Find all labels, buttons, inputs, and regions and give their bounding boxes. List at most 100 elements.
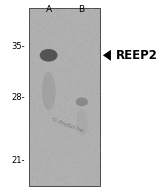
Point <box>74 142 77 145</box>
Point <box>39 108 42 111</box>
Point <box>45 74 48 77</box>
Point <box>29 151 32 154</box>
Point <box>81 174 84 177</box>
Point <box>82 59 85 62</box>
Point <box>74 156 76 159</box>
Point <box>67 56 70 59</box>
Point <box>78 129 81 132</box>
Point <box>82 56 85 59</box>
Point <box>84 173 86 176</box>
Point <box>72 35 75 38</box>
Point <box>39 80 41 83</box>
Point <box>79 29 82 32</box>
Point <box>68 67 71 70</box>
Point <box>29 16 32 19</box>
Point <box>82 102 85 105</box>
Point <box>48 67 51 70</box>
Point <box>72 139 75 143</box>
Point <box>30 94 32 97</box>
Point <box>98 123 101 126</box>
Point <box>42 41 45 44</box>
Point <box>53 142 56 145</box>
Point <box>61 133 64 136</box>
Point <box>87 88 90 91</box>
Point <box>55 169 58 172</box>
Point <box>43 177 46 180</box>
Point <box>77 75 80 78</box>
Point <box>48 172 51 175</box>
Point <box>97 55 99 59</box>
Point <box>39 70 41 73</box>
Point <box>82 167 85 170</box>
Point <box>58 71 61 74</box>
Point <box>46 126 48 129</box>
Point <box>36 104 39 107</box>
Point <box>77 113 79 116</box>
Point <box>69 154 72 157</box>
Point <box>60 31 63 34</box>
Point <box>47 9 50 12</box>
Point <box>72 102 75 105</box>
Point <box>79 118 82 121</box>
Point <box>44 146 47 150</box>
Point <box>74 126 77 130</box>
Point <box>46 50 48 53</box>
Point <box>80 65 83 68</box>
Point <box>88 16 91 19</box>
Point <box>76 10 79 13</box>
Point <box>45 131 48 134</box>
Point <box>85 173 88 177</box>
Point <box>32 40 34 43</box>
Point <box>69 36 72 39</box>
Point <box>49 48 52 51</box>
Point <box>60 84 63 87</box>
Point <box>39 58 41 61</box>
Point <box>92 57 95 60</box>
Point <box>72 118 75 121</box>
Point <box>42 65 45 68</box>
Point <box>46 85 49 88</box>
Point <box>91 86 94 89</box>
Point <box>43 166 45 169</box>
Point <box>59 179 62 182</box>
Point <box>96 66 98 69</box>
Point <box>57 114 60 117</box>
Point <box>72 49 74 52</box>
Point <box>49 30 52 33</box>
Point <box>85 105 87 108</box>
Point <box>46 14 49 17</box>
Point <box>50 114 52 117</box>
Point <box>88 172 91 175</box>
Point <box>35 18 37 22</box>
Point <box>76 166 79 170</box>
Point <box>86 52 89 55</box>
Point <box>70 102 73 105</box>
Point <box>45 32 48 35</box>
Point <box>78 125 81 128</box>
Point <box>77 47 80 50</box>
Point <box>53 32 56 35</box>
Point <box>68 87 71 90</box>
Point <box>78 164 81 167</box>
Point <box>40 9 42 12</box>
Point <box>97 137 99 140</box>
Point <box>39 118 41 121</box>
Point <box>41 150 43 153</box>
Point <box>62 140 64 143</box>
Point <box>55 77 58 80</box>
Point <box>55 8 58 11</box>
Point <box>72 73 75 76</box>
Point <box>43 57 46 61</box>
Point <box>87 103 90 106</box>
Point <box>71 126 73 130</box>
Point <box>68 181 71 184</box>
Point <box>44 160 46 163</box>
Point <box>61 18 63 22</box>
Point <box>52 182 55 185</box>
Point <box>44 26 46 29</box>
Point <box>72 64 75 67</box>
Point <box>97 104 100 107</box>
Point <box>86 175 89 178</box>
Point <box>36 86 39 89</box>
Point <box>41 124 43 127</box>
